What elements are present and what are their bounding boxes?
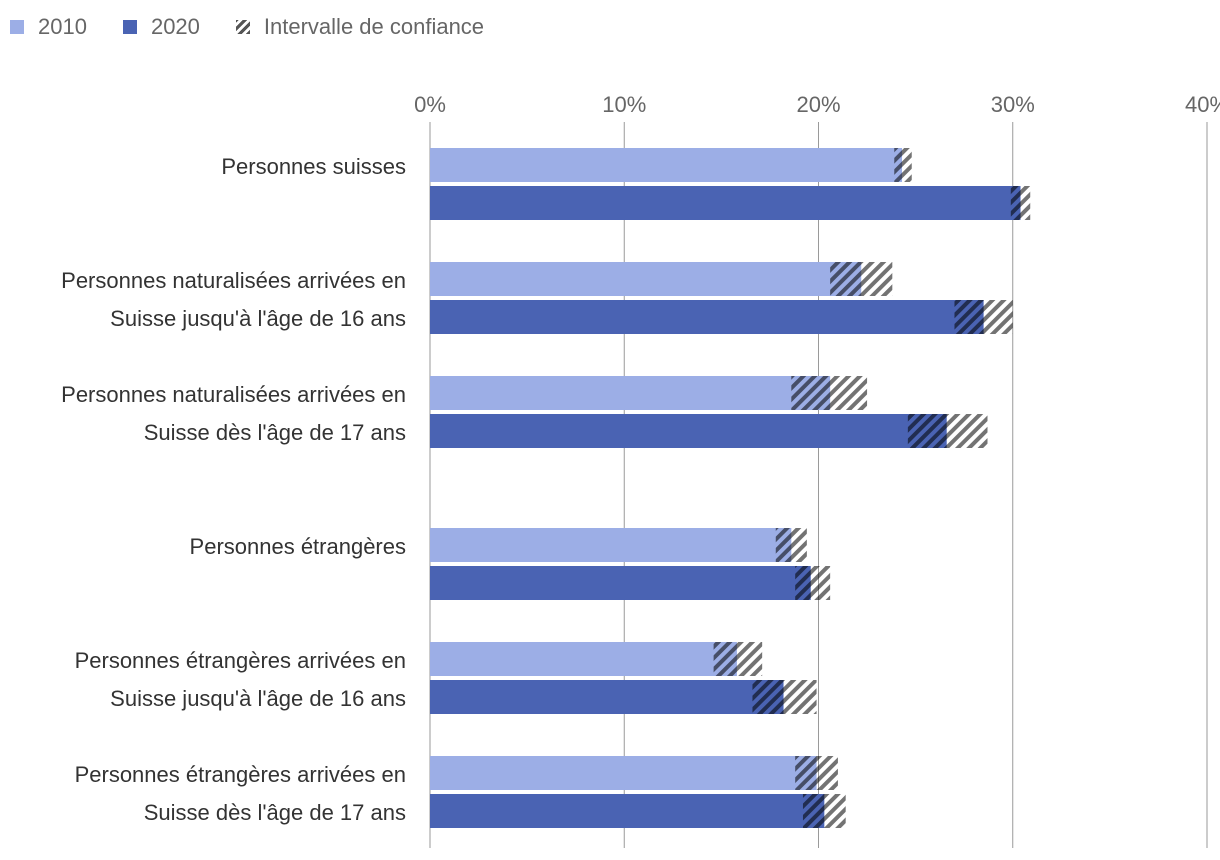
legend-label-2020: 2020 — [150, 14, 200, 39]
ci-range-2020 — [752, 680, 817, 714]
ci-range-2010 — [894, 148, 912, 182]
bar-2010 — [430, 642, 737, 676]
category-label: Personnes naturalisées arrivées en Suisse… — [61, 268, 406, 331]
x-tick-label: 0% — [414, 92, 446, 117]
legend: 2010 2020 Intervalle de confiance — [10, 12, 520, 42]
category-label: Personnes naturalisées arrivées en Suisse… — [61, 382, 406, 445]
ci-range-2020 — [907, 414, 988, 448]
bar-2010 — [430, 376, 831, 410]
ci-range-2010 — [830, 262, 893, 296]
ci-range-2010 — [775, 528, 807, 562]
ci-range-2020 — [795, 566, 831, 600]
bar-2010 — [430, 528, 792, 562]
ci-range-2010 — [713, 642, 763, 676]
category-label: Personnes étrangères — [190, 534, 406, 559]
legend-swatch-ci — [235, 20, 250, 34]
bar-2010 — [430, 262, 862, 296]
legend-swatch-2020 — [122, 20, 137, 34]
x-tick-label: 30% — [991, 92, 1035, 117]
ci-range-2020 — [1010, 186, 1031, 220]
x-tick-label: 20% — [796, 92, 840, 117]
bar-2010 — [430, 756, 817, 790]
x-axis-ticks: 0% 10% 20% 30% 40% — [414, 92, 1220, 117]
grid — [429, 122, 1208, 848]
bar-2010 — [430, 148, 903, 182]
legend-label-2010: 2010 — [38, 14, 87, 39]
bar-2020 — [430, 680, 784, 714]
ci-range-2010 — [791, 376, 868, 410]
legend-item-ci: Intervalle de confiance — [235, 14, 485, 40]
confidence-intervals — [713, 148, 1031, 828]
category-label: Personnes étrangères arrivées en Suisse d… — [75, 762, 406, 825]
legend-label-ci: Intervalle de confiance — [263, 14, 485, 39]
bar-2020 — [430, 566, 811, 600]
category-labels: Personnes suisses Personnes naturalisées … — [61, 154, 406, 825]
bar-2020 — [430, 186, 1021, 220]
legend-item-2020: 2020 — [122, 14, 200, 40]
x-tick-label: 40% — [1185, 92, 1220, 117]
legend-swatch-2010 — [10, 20, 24, 34]
bar-2020 — [430, 794, 825, 828]
category-label: Personnes suisses — [221, 154, 406, 179]
ci-range-2020 — [954, 300, 1013, 334]
bar-2020 — [430, 414, 947, 448]
ci-range-2020 — [802, 794, 846, 828]
bar-2020 — [430, 300, 984, 334]
legend-item-2010: 2010 — [10, 14, 87, 40]
category-label: Personnes étrangères arrivées en Suisse j… — [75, 648, 406, 711]
bars — [430, 148, 1021, 828]
ci-range-2010 — [795, 756, 838, 790]
x-tick-label: 10% — [602, 92, 646, 117]
